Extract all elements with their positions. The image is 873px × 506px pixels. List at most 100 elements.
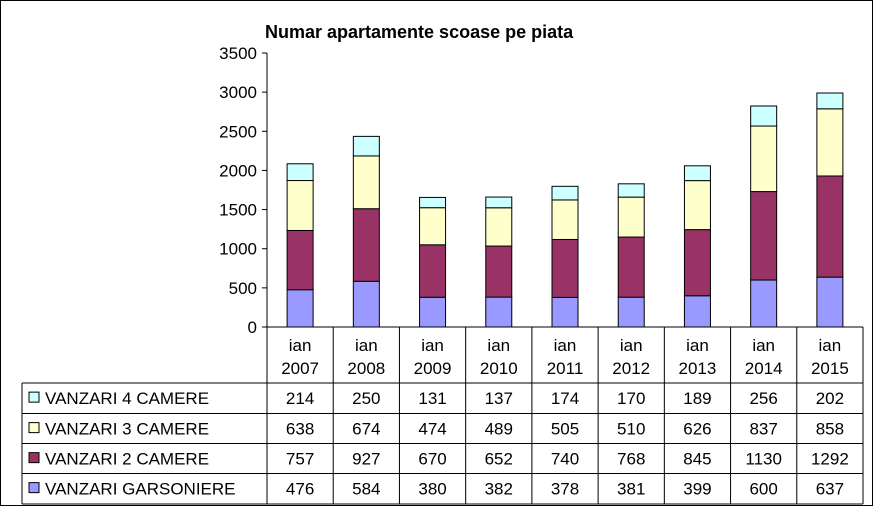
chart-title: Numar apartamente scoase pe piata — [265, 22, 574, 42]
bar-segment-vanzari-2-camere — [617, 236, 645, 298]
table-cell-value: 740 — [551, 450, 579, 469]
bar-segment-vanzari-3-camere — [617, 196, 645, 238]
bar-segment-vanzari-garsoniere — [551, 296, 579, 328]
bar-segment-vanzari-4-camere — [352, 135, 380, 157]
y-tick-label: 2500 — [219, 122, 257, 141]
table-cell-value: 382 — [485, 480, 513, 499]
table-cell-value: 505 — [551, 420, 579, 439]
table-cell-value: 399 — [683, 480, 711, 499]
table-cell-value: 510 — [617, 420, 645, 439]
category-label: ian — [752, 336, 775, 355]
y-tick-label: 1500 — [219, 201, 257, 220]
bar-segment-vanzari-3-camere — [286, 180, 314, 231]
bar-segment-vanzari-4-camere — [286, 163, 314, 182]
table-cell-value: 757 — [286, 450, 314, 469]
category-label: ian — [554, 336, 577, 355]
bar-segment-vanzari-3-camere — [683, 180, 711, 231]
bar-segment-vanzari-3-camere — [551, 199, 579, 240]
table-cell-value: 637 — [816, 480, 844, 499]
table-cell-value: 768 — [617, 450, 645, 469]
legend-swatch — [28, 482, 40, 494]
y-tick-label: 3000 — [219, 83, 257, 102]
bar-segment-vanzari-4-camere — [816, 92, 844, 110]
bar-segment-vanzari-3-camere — [750, 125, 778, 193]
category-label: ian — [421, 336, 444, 355]
table-cell-value: 170 — [617, 389, 645, 408]
table-cell-value: 250 — [352, 389, 380, 408]
y-tick-label: 2000 — [219, 161, 257, 180]
table-cell-value: 858 — [816, 420, 844, 439]
bar-segment-vanzari-2-camere — [485, 245, 513, 298]
table-cell-value: 489 — [485, 420, 513, 439]
category-label: ian — [620, 336, 643, 355]
category-label: ian — [355, 336, 378, 355]
bar-segment-vanzari-4-camere — [683, 165, 711, 182]
category-label: ian — [289, 336, 312, 355]
bar-segment-vanzari-garsoniere — [816, 276, 844, 328]
category-label: 2015 — [811, 359, 849, 378]
bar-segment-vanzari-2-camere — [352, 208, 380, 282]
table-cell-value: 927 — [352, 450, 380, 469]
bar-segment-vanzari-4-camere — [617, 183, 645, 198]
table-cell-value: 137 — [485, 389, 513, 408]
legend-entry: VANZARI 3 CAMERE — [45, 420, 209, 439]
table-cell-value: 1292 — [811, 450, 849, 469]
bar-segment-vanzari-garsoniere — [750, 279, 778, 328]
bar-segment-vanzari-3-camere — [419, 207, 447, 246]
category-label: 2007 — [281, 359, 319, 378]
category-label: 2012 — [612, 359, 650, 378]
table-cell-value: 381 — [617, 480, 645, 499]
y-tick-label: 1000 — [219, 240, 257, 259]
legend-entry: VANZARI GARSONIERE — [45, 480, 236, 499]
y-tick-label: 0 — [248, 318, 257, 337]
category-label: ian — [819, 336, 842, 355]
bar-segment-vanzari-4-camere — [485, 196, 513, 209]
table-cell-value: 378 — [551, 480, 579, 499]
table-cell-value: 638 — [286, 420, 314, 439]
category-label: 2014 — [745, 359, 783, 378]
table-cell-value: 837 — [749, 420, 777, 439]
bar-segment-vanzari-garsoniere — [286, 289, 314, 328]
category-label: 2013 — [679, 359, 717, 378]
table-cell-value: 845 — [683, 450, 711, 469]
table-cell-value: 174 — [551, 389, 579, 408]
table-cell-value: 476 — [286, 480, 314, 499]
legend-swatch — [28, 391, 40, 403]
category-label: 2011 — [547, 359, 584, 378]
bar-segment-vanzari-2-camere — [286, 229, 314, 291]
category-label: 2008 — [347, 359, 385, 378]
table-cell-value: 474 — [418, 420, 446, 439]
bar-segment-vanzari-garsoniere — [617, 296, 645, 328]
bar-segment-vanzari-garsoniere — [683, 295, 711, 328]
bar-segment-vanzari-4-camere — [750, 105, 778, 127]
table-cell-value: 600 — [749, 480, 777, 499]
legend-entry: VANZARI 4 CAMERE — [45, 389, 209, 408]
table-cell-value: 584 — [352, 480, 380, 499]
category-label: ian — [487, 336, 510, 355]
table-cell-value: 652 — [485, 450, 513, 469]
bar-segment-vanzari-2-camere — [551, 238, 579, 298]
category-label: 2009 — [414, 359, 452, 378]
bar-segment-vanzari-2-camere — [750, 191, 778, 281]
bar-segment-vanzari-2-camere — [683, 229, 711, 297]
bar-segment-vanzari-4-camere — [419, 196, 447, 209]
table-cell-value: 256 — [749, 389, 777, 408]
bar-segment-vanzari-4-camere — [551, 185, 579, 201]
table-cell-value: 380 — [418, 480, 446, 499]
bar-segment-vanzari-3-camere — [352, 155, 380, 210]
table-cell-value: 131 — [418, 389, 446, 408]
table-cell-value: 214 — [286, 389, 314, 408]
bar-segment-vanzari-garsoniere — [419, 296, 447, 328]
table-cell-value: 626 — [683, 420, 711, 439]
table-cell-value: 1130 — [745, 450, 782, 469]
bar-segment-vanzari-2-camere — [419, 244, 447, 298]
bar-segment-vanzari-garsoniere — [485, 296, 513, 328]
legend-swatch — [28, 422, 40, 434]
bar-segment-vanzari-3-camere — [485, 207, 513, 247]
legend-swatch — [28, 452, 40, 464]
category-label: ian — [686, 336, 709, 355]
legend-entry: VANZARI 2 CAMERE — [45, 450, 209, 469]
y-tick-label: 500 — [229, 279, 257, 298]
table-cell-value: 674 — [352, 420, 380, 439]
